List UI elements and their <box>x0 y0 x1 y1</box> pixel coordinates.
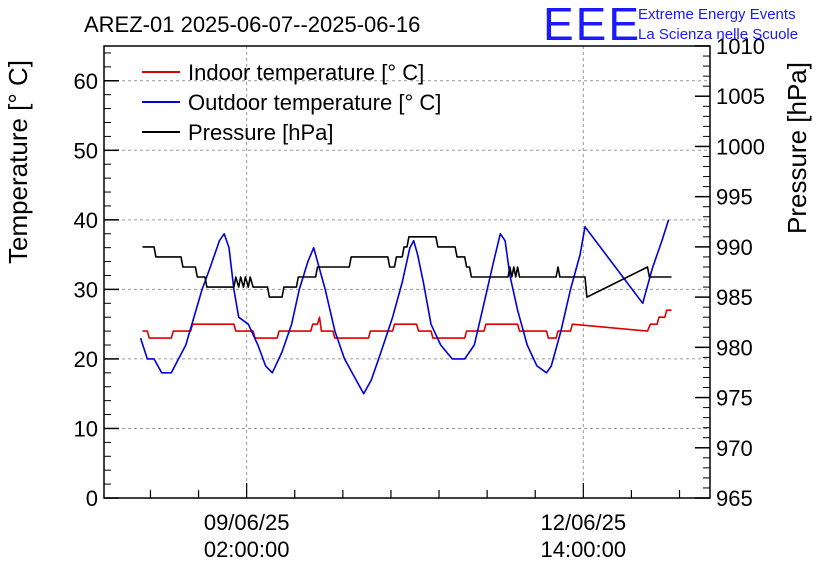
x-tick-label-date: 12/06/25 <box>540 510 626 535</box>
y-right-tick-label: 1005 <box>716 84 765 109</box>
y-left-tick-label: 40 <box>74 208 98 233</box>
y-right-tick-label: 975 <box>716 386 753 411</box>
y-left-tick-label: 60 <box>74 69 98 94</box>
y-axis-left-label: Temperature [° C] <box>3 60 33 264</box>
series-line-1 <box>139 219 670 395</box>
grid <box>104 46 710 498</box>
eee-logo-line2: La Scienza nelle Scuole <box>638 26 798 43</box>
x-tick-label-time: 14:00:00 <box>540 537 626 562</box>
plot-frame <box>103 45 711 499</box>
eee-logo: EEE Extreme Energy Events La Scienza nel… <box>543 0 798 50</box>
legend-label: Outdoor temperature [° C] <box>188 90 441 115</box>
series-layer <box>139 219 672 395</box>
y-right-tick-label: 980 <box>716 335 753 360</box>
axes: 0 10 20 30 40 50 60 965 970 975 980 985 990 995 1000 10… <box>74 34 765 562</box>
y-left-tick-label: 50 <box>74 138 98 163</box>
y-right-tick-label: 995 <box>716 185 753 210</box>
x-tick-label-date: 09/06/25 <box>204 510 290 535</box>
y-right-tick-label: 985 <box>716 285 753 310</box>
chart-title: AREZ-01 2025-06-07--2025-06-16 <box>84 12 420 37</box>
legend-label: Pressure [hPa] <box>188 120 334 145</box>
x-tick-label-time: 02:00:00 <box>204 537 290 562</box>
y-right-tick-label: 1010 <box>716 34 765 59</box>
legend-label: Indoor temperature [° C] <box>188 60 424 85</box>
eee-logo-mark: EEE <box>543 0 641 50</box>
y-right-tick-label: 1000 <box>716 134 765 159</box>
series-line-2 <box>142 236 672 298</box>
legend: Indoor temperature [° C] Outdoor temperat… <box>142 60 441 145</box>
y-right-tick-label: 970 <box>716 436 753 461</box>
y-left-tick-label: 20 <box>74 347 98 372</box>
y-right-tick-label: 990 <box>716 235 753 260</box>
y-left-tick-label: 0 <box>86 486 98 511</box>
y-left-tick-label: 30 <box>74 277 98 302</box>
y-axis-right-label: Pressure [hPa] <box>782 62 812 234</box>
y-right-tick-label: 965 <box>716 486 753 511</box>
eee-logo-line1: Extreme Energy Events <box>638 6 796 23</box>
y-left-tick-label: 10 <box>74 416 98 441</box>
series-line-0 <box>142 309 672 339</box>
